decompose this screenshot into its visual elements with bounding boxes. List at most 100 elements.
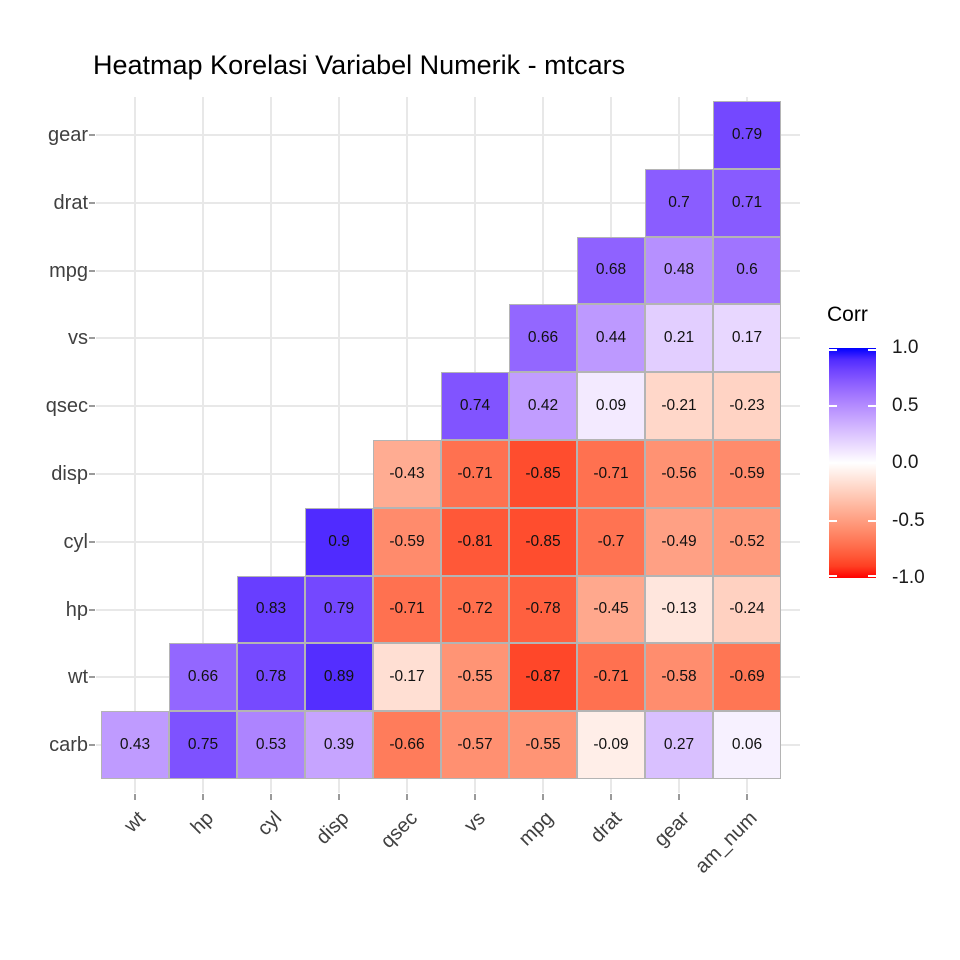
legend-tick-mark xyxy=(829,404,837,407)
heatmap-cell-hp-drat: -0.45 xyxy=(577,575,645,644)
gridline-horizontal xyxy=(96,337,800,340)
y-axis-tick xyxy=(89,472,95,475)
x-axis-tick xyxy=(610,794,612,800)
legend-tick-mark xyxy=(829,519,837,522)
heatmap-cell-cyl-drat: -0.7 xyxy=(577,507,645,576)
x-axis-tick xyxy=(678,794,680,800)
heatmap-cell-wt-disp: 0.89 xyxy=(305,643,373,712)
chart-title: Heatmap Korelasi Variabel Numerik - mtca… xyxy=(93,50,626,80)
x-axis-tick xyxy=(746,794,748,800)
x-axis-label-disp: disp xyxy=(312,807,354,849)
legend-tick-label: 1.0 xyxy=(892,337,919,358)
y-axis-tick xyxy=(89,201,95,204)
heatmap-cell-qsec-gear: -0.21 xyxy=(645,372,713,440)
heatmap-cell-disp-gear: -0.56 xyxy=(645,440,713,508)
x-axis-label-cyl: cyl xyxy=(252,807,286,841)
legend-tick-mark xyxy=(829,349,837,351)
heatmap-cell-wt-mpg: -0.87 xyxy=(509,643,577,712)
heatmap-cell-carb-drat: -0.09 xyxy=(577,711,645,779)
x-axis-tick xyxy=(474,794,476,800)
heatmap-cell-hp-disp: 0.79 xyxy=(305,575,373,644)
heatmap-cell-cyl-gear: -0.49 xyxy=(645,507,713,576)
legend-title: Corr xyxy=(827,303,868,326)
heatmap-cell-qsec-am_num: -0.23 xyxy=(713,372,781,440)
legend-tick-mark xyxy=(868,349,876,351)
y-axis-tick xyxy=(89,676,95,679)
gridline-horizontal xyxy=(96,133,800,136)
legend-tick-mark xyxy=(868,462,876,464)
heatmap-cell-hp-mpg: -0.78 xyxy=(509,575,577,644)
gridline-vertical xyxy=(202,97,204,793)
heatmap-cell-disp-am_num: -0.59 xyxy=(713,440,781,508)
heatmap-cell-disp-drat: -0.71 xyxy=(577,440,645,508)
heatmap-cell-cyl-qsec: -0.59 xyxy=(373,507,441,576)
heatmap-cell-disp-mpg: -0.85 xyxy=(509,440,577,508)
heatmap-cell-gear-am_num: 0.79 xyxy=(713,101,781,169)
heatmap-cell-drat-gear: 0.7 xyxy=(645,168,713,237)
legend-tick-label: -0.5 xyxy=(892,509,925,531)
y-axis-label-qsec: qsec xyxy=(45,395,88,418)
x-axis-tick xyxy=(202,794,204,800)
heatmap-cell-mpg-am_num: 0.6 xyxy=(713,236,781,305)
heatmap-cell-wt-gear: -0.58 xyxy=(645,643,713,712)
heatmap-cell-cyl-vs: -0.81 xyxy=(441,507,509,576)
y-axis-label-disp: disp xyxy=(51,462,88,485)
heatmap-cell-carb-cyl: 0.53 xyxy=(237,711,305,779)
y-axis-label-hp: hp xyxy=(65,598,88,621)
gridline-horizontal xyxy=(96,201,800,204)
heatmap-cell-wt-hp: 0.66 xyxy=(169,643,237,712)
heatmap-cell-wt-am_num: -0.69 xyxy=(713,643,781,712)
heatmap-cell-wt-qsec: -0.17 xyxy=(373,643,441,712)
legend-tick-mark xyxy=(829,575,837,577)
x-axis-label-am_num: am_num xyxy=(691,807,762,878)
y-axis-label-drat: drat xyxy=(53,191,88,214)
x-axis-label-wt: wt xyxy=(120,807,150,837)
y-axis-tick xyxy=(89,269,95,272)
y-axis-label-cyl: cyl xyxy=(63,530,88,553)
heatmap-cell-carb-gear: 0.27 xyxy=(645,711,713,779)
heatmap-cell-hp-am_num: -0.24 xyxy=(713,575,781,644)
heatmap-cell-vs-gear: 0.21 xyxy=(645,304,713,373)
y-axis-tick xyxy=(89,608,95,611)
heatmap-cell-carb-hp: 0.75 xyxy=(169,711,237,779)
heatmap-cell-hp-cyl: 0.83 xyxy=(237,575,305,644)
heatmap-cell-carb-mpg: -0.55 xyxy=(509,711,577,779)
y-axis-label-wt: wt xyxy=(68,666,88,689)
gridline-vertical xyxy=(134,97,136,793)
heatmap-cell-mpg-gear: 0.48 xyxy=(645,236,713,305)
y-axis-tick xyxy=(89,405,95,408)
legend-tick-mark xyxy=(868,519,876,522)
x-axis-tick xyxy=(134,794,136,800)
y-axis-label-mpg: mpg xyxy=(49,259,88,282)
y-axis-tick xyxy=(89,337,95,340)
x-axis-label-vs: vs xyxy=(460,807,490,837)
heatmap-cell-qsec-mpg: 0.42 xyxy=(509,372,577,440)
y-axis-label-carb: carb xyxy=(49,734,88,757)
x-axis-label-hp: hp xyxy=(186,807,218,839)
legend-tick-mark xyxy=(868,404,876,407)
legend-tick-mark xyxy=(868,575,876,577)
x-axis-label-gear: gear xyxy=(649,807,694,852)
heatmap-cell-disp-vs: -0.71 xyxy=(441,440,509,508)
y-axis-tick xyxy=(89,744,95,747)
heatmap-cell-vs-drat: 0.44 xyxy=(577,304,645,373)
heatmap-cell-vs-mpg: 0.66 xyxy=(509,304,577,373)
heatmap-cell-wt-drat: -0.71 xyxy=(577,643,645,712)
legend-tick-mark xyxy=(829,462,837,464)
legend-tick-label: 0.0 xyxy=(892,452,919,473)
heatmap-cell-carb-vs: -0.57 xyxy=(441,711,509,779)
heatmap-cell-vs-am_num: 0.17 xyxy=(713,304,781,373)
heatmap-cell-hp-qsec: -0.71 xyxy=(373,575,441,644)
y-axis-label-gear: gear xyxy=(47,123,88,146)
x-axis-tick xyxy=(338,794,340,800)
heatmap-cell-wt-vs: -0.55 xyxy=(441,643,509,712)
gridline-vertical xyxy=(270,97,272,793)
heatmap-cell-qsec-drat: 0.09 xyxy=(577,372,645,440)
heatmap-cell-wt-cyl: 0.78 xyxy=(237,643,305,712)
x-axis-label-qsec: qsec xyxy=(376,807,422,853)
y-axis-label-vs: vs xyxy=(68,327,88,350)
x-axis-tick xyxy=(406,794,408,800)
y-axis-tick xyxy=(89,133,95,136)
heatmap-cell-cyl-am_num: -0.52 xyxy=(713,507,781,576)
